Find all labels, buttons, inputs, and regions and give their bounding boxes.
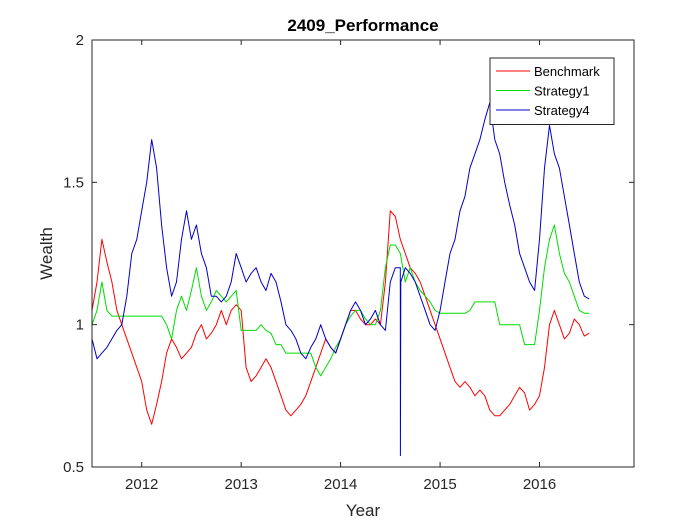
legend-label-strategy1: Strategy1 <box>534 84 590 99</box>
chart-title: 2409_Performance <box>287 16 438 35</box>
y-axis-label: Wealth <box>37 227 56 280</box>
series-layer <box>92 102 590 457</box>
axes-layer: 2012 2013 2014 2015 2016 0.5 1 1.5 2 <box>63 32 635 493</box>
x-axis-label: Year <box>346 501 381 520</box>
y-tick-label: 1.5 <box>63 174 84 191</box>
x-tick-label: 2014 <box>324 476 357 493</box>
series-line-strategy4 <box>92 102 590 457</box>
legend-label-benchmark: Benchmark <box>534 64 600 79</box>
x-tick-label: 2016 <box>523 476 556 493</box>
y-tick-label: 0.5 <box>63 459 84 476</box>
legend-box <box>489 57 615 125</box>
legend: Benchmark Strategy1 Strategy4 <box>489 57 615 125</box>
axes-box <box>91 39 635 468</box>
x-tick-label: 2013 <box>224 476 257 493</box>
x-tick-label: 2012 <box>125 476 158 493</box>
y-tick-label: 2 <box>76 32 84 49</box>
legend-label-strategy4: Strategy4 <box>534 103 590 118</box>
x-tick-label: 2015 <box>423 476 456 493</box>
y-tick-label: 1 <box>76 317 84 334</box>
